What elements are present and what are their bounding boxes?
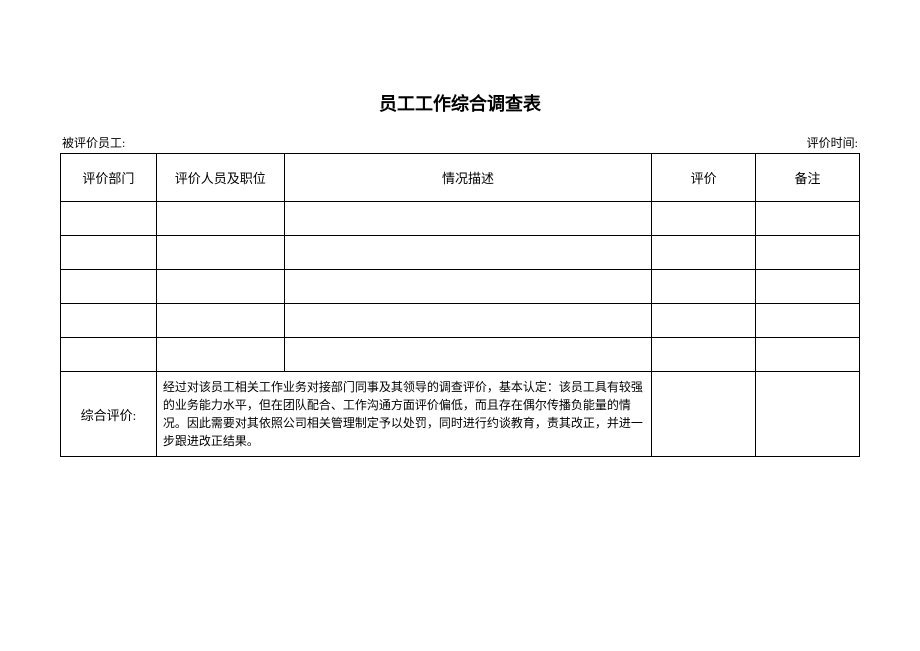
- col-evaluator: 评价人员及职位: [156, 154, 284, 202]
- meta-row: 被评价员工: 评价时间:: [60, 134, 860, 151]
- summary-empty-remark: [756, 372, 860, 457]
- col-remark: 备注: [756, 154, 860, 202]
- summary-row: 综合评价: 经过对该员工相关工作业务对接部门同事及其领导的调查评价，基本认定：该…: [61, 372, 860, 457]
- table-row: [61, 338, 860, 372]
- table-row: [61, 236, 860, 270]
- evaluated-employee-label: 被评价员工:: [62, 134, 125, 151]
- col-department: 评价部门: [61, 154, 157, 202]
- table-row: [61, 202, 860, 236]
- table-row: [61, 304, 860, 338]
- summary-label: 综合评价:: [61, 372, 157, 457]
- summary-text: 经过对该员工相关工作业务对接部门同事及其领导的调查评价，基本认定：该员工具有较强…: [156, 372, 651, 457]
- table-header-row: 评价部门 评价人员及职位 情况描述 评价 备注: [61, 154, 860, 202]
- survey-table: 评价部门 评价人员及职位 情况描述 评价 备注 综合评价: 经过对该员工相关工作…: [60, 153, 860, 457]
- evaluation-time-label: 评价时间:: [807, 134, 858, 151]
- table-row: [61, 270, 860, 304]
- col-description: 情况描述: [284, 154, 652, 202]
- col-rating: 评价: [652, 154, 756, 202]
- summary-empty-rating: [652, 372, 756, 457]
- table-body: 综合评价: 经过对该员工相关工作业务对接部门同事及其领导的调查评价，基本认定：该…: [61, 202, 860, 457]
- page-title: 员工工作综合调查表: [60, 90, 860, 116]
